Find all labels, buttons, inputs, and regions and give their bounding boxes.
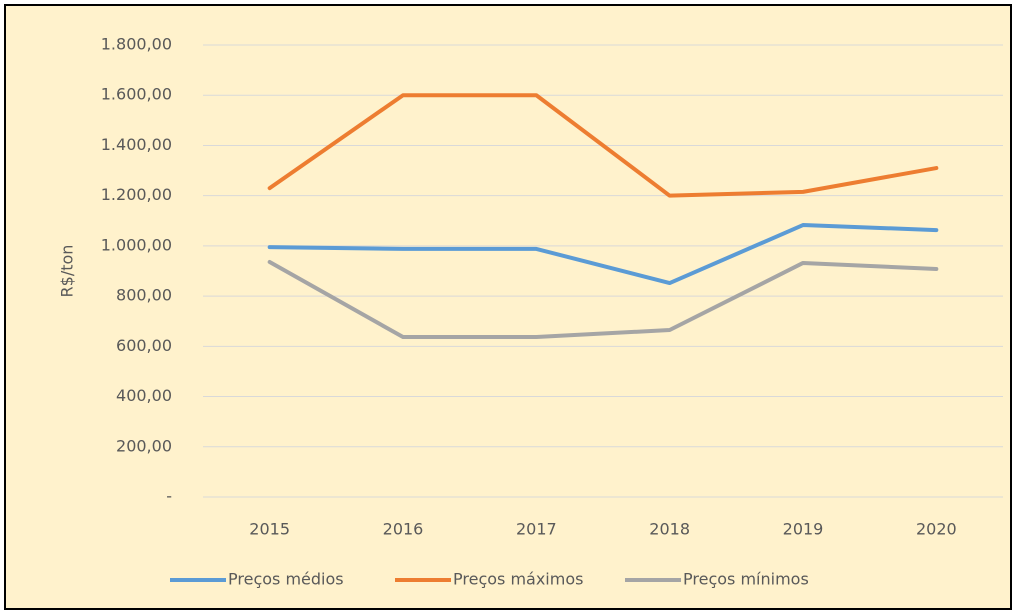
series-line xyxy=(267,223,939,286)
legend-label: Preços máximos xyxy=(453,570,583,589)
x-tick-label: 2018 xyxy=(649,520,690,539)
series-line xyxy=(267,93,939,198)
y-tick-label: 600,00 xyxy=(116,336,172,355)
y-tick-label: 800,00 xyxy=(116,286,172,305)
y-tick-label: 1.200,00 xyxy=(101,185,172,204)
y-tick-label: 1.600,00 xyxy=(101,85,172,104)
x-tick-label: 2016 xyxy=(383,520,424,539)
legend-label: Preços mínimos xyxy=(683,570,809,589)
chart-background xyxy=(4,4,1012,610)
y-axis-label: R$/ton xyxy=(58,245,77,298)
y-tick-label: 1.400,00 xyxy=(101,135,172,154)
x-tick-label: 2015 xyxy=(249,520,290,539)
x-tick-label: 2020 xyxy=(916,520,957,539)
y-tick-label: 400,00 xyxy=(116,386,172,405)
y-tick-label: 200,00 xyxy=(116,436,172,455)
y-tick-label: - xyxy=(166,487,172,506)
y-tick-label: 1.800,00 xyxy=(101,35,172,54)
x-tick-label: 2019 xyxy=(783,520,824,539)
series-line xyxy=(267,259,939,340)
x-tick-label: 2017 xyxy=(516,520,557,539)
y-tick-label: 1.000,00 xyxy=(101,235,172,254)
legend-label: Preços médios xyxy=(228,570,344,589)
